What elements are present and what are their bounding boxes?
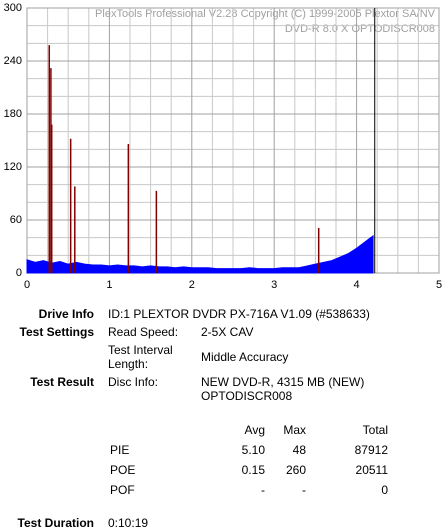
table-cell: PIE [110,443,130,457]
y-tick-label: 300 [4,2,22,14]
x-tick-label: 3 [271,279,277,291]
area [26,234,374,274]
table-cell: 20511 [355,463,388,477]
y-tick-label: 120 [4,161,22,173]
x-tick-label: 0 [24,279,30,291]
key: Test Interval [108,343,173,357]
y-tick-label: 180 [4,108,22,120]
table-cell: POF [110,483,135,497]
key: Read Speed: [108,325,179,339]
table-cell: 0.15 [241,463,265,477]
value: OPTODISCR008 [201,389,293,403]
label: Test Result [30,375,94,389]
y-tick-label: 60 [10,214,22,226]
table-cell: 0 [381,483,388,497]
x-tick-label: 2 [189,279,195,291]
value: NEW DVD-R, 4315 MB (NEW) [201,375,365,389]
annotation: DVD-R 8.0 X OPTODISCR008 [285,23,435,35]
table-cell: Total [362,423,388,437]
x-tick-label: 4 [354,279,360,291]
label: Drive Info [38,307,94,321]
table-cell: - [302,483,306,497]
value: Middle Accuracy [201,350,289,364]
x-tick-label: 1 [106,279,112,291]
table-cell: - [261,483,265,497]
label: Test Duration [17,516,94,530]
table-cell: 87912 [354,443,388,457]
table-cell: 260 [285,463,306,477]
table-cell: POE [110,463,136,477]
key: Length: [108,357,149,371]
annotation: PlexTools Professional V2.28 Copyright (… [95,8,436,20]
value: 0:10:19 [108,516,149,530]
y-tick-label: 0 [16,267,22,279]
table-cell: Max [283,423,306,437]
table-cell: 5.10 [241,443,265,457]
table-cell: Avg [244,423,265,437]
label: Test Settings [19,325,94,339]
y-tick-label: 240 [4,55,22,67]
chart: PlexTools Professional V2.28 Copyright (… [4,2,442,291]
key: Disc Info: [108,375,159,389]
value: 2-5X CAV [201,325,254,339]
table-cell: 48 [292,443,306,457]
x-tick-label: 5 [436,279,442,291]
value: ID:1 PLEXTOR DVDR PX-716A V1.09 (#538633… [108,307,370,321]
